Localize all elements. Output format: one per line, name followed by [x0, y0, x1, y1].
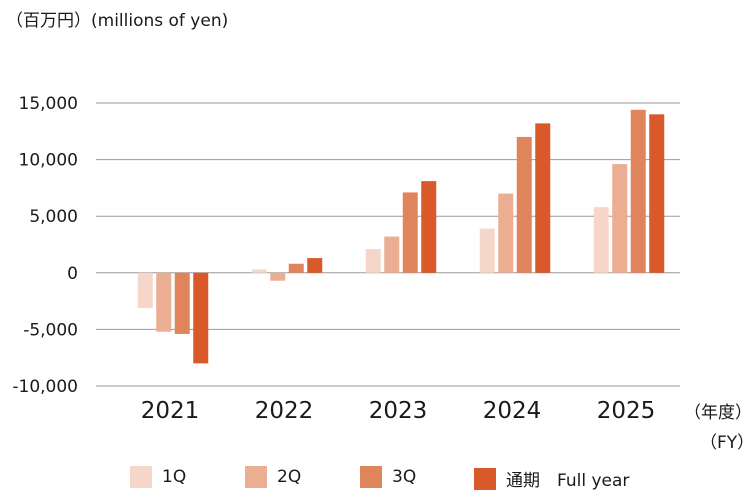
- x-tick-label: 2021: [141, 398, 200, 424]
- legend-item-1q: 1Q: [130, 466, 186, 488]
- bar-2021-2: [156, 272, 172, 332]
- bar-2022-1: [251, 269, 267, 273]
- x-tick-label: 2025: [597, 398, 656, 424]
- legend-swatch-full-year: [474, 467, 496, 490]
- fy-label-en: （FY）: [700, 433, 750, 453]
- legend-swatch-1q: [130, 466, 152, 488]
- bar-2023-1: [365, 249, 381, 273]
- legend-label-3q: 3Q: [392, 467, 417, 487]
- bar-2024-2: [498, 193, 514, 273]
- legend-swatch-2q: [245, 466, 267, 488]
- bar-2022-3: [288, 263, 304, 273]
- bar-2023-3: [402, 192, 418, 273]
- bar-2025-3: [630, 109, 646, 273]
- legend-label-1q: 1Q: [162, 467, 187, 487]
- bar-2023-2: [384, 236, 400, 273]
- y-tick-label: -10,000: [12, 377, 78, 397]
- legend-swatch-3q: [360, 466, 382, 488]
- bar-2021-1: [137, 272, 153, 308]
- bar-2024-4: [535, 123, 551, 273]
- legend-item-full-year: 通期 Full year: [474, 466, 629, 491]
- legend-item-3q: 3Q: [360, 466, 416, 488]
- x-tick-label: 2022: [255, 398, 314, 424]
- legend-label-full-year: 通期 Full year: [506, 471, 630, 491]
- bar-2024-3: [516, 136, 532, 273]
- x-tick-label: 2023: [369, 398, 428, 424]
- y-tick-label: 10,000: [19, 151, 78, 171]
- bar-2025-1: [593, 207, 609, 273]
- bar-2021-4: [193, 272, 209, 364]
- bar-2024-1: [479, 228, 495, 273]
- bar-2025-2: [612, 164, 628, 273]
- y-tick-label: 0: [67, 264, 78, 284]
- unit-label: （百万円）(millions of yen): [6, 11, 229, 31]
- y-tick-label: 5,000: [29, 207, 78, 227]
- bar-2022-4: [307, 258, 323, 273]
- bar-2025-4: [649, 114, 665, 273]
- x-tick-label: 2024: [483, 398, 542, 424]
- bar-2022-2: [270, 272, 286, 281]
- legend-label-2q: 2Q: [277, 467, 302, 487]
- y-tick-label: -5,000: [23, 320, 78, 340]
- fy-label-jp: （年度）: [684, 403, 750, 423]
- legend-item-2q: 2Q: [245, 466, 301, 488]
- bar-2021-3: [174, 272, 190, 334]
- y-tick-label: 15,000: [19, 94, 78, 114]
- bar-2023-4: [421, 181, 437, 273]
